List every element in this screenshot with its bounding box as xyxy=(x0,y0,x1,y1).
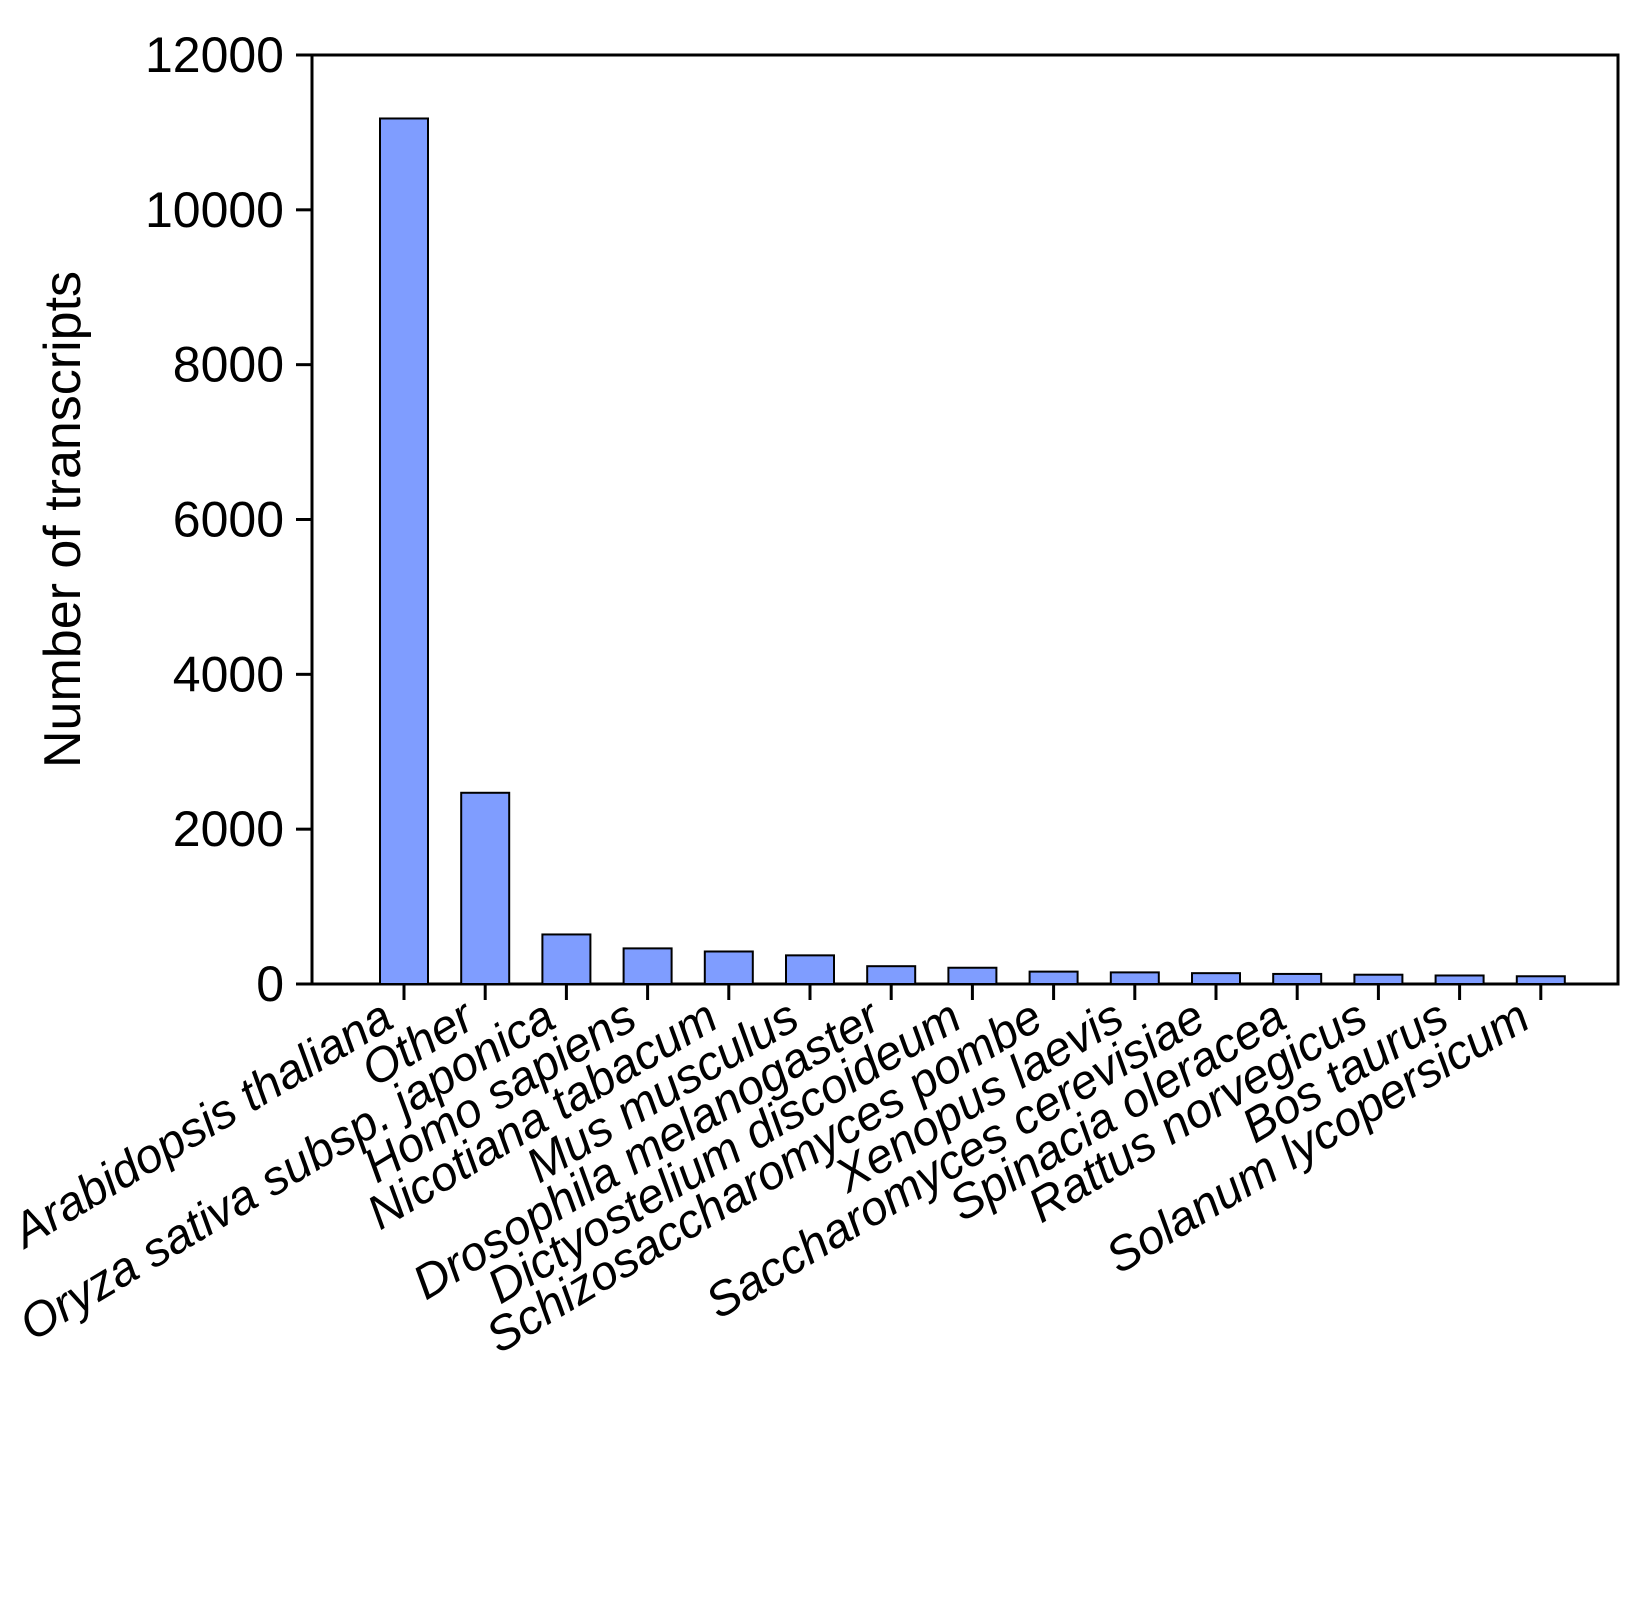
bar xyxy=(947,966,998,985)
y-tick-label: 8000 xyxy=(173,337,284,393)
y-tick-label: 12000 xyxy=(145,27,284,83)
bar xyxy=(622,947,673,985)
y-axis-label: Number of transcripts xyxy=(34,271,92,768)
bar xyxy=(785,954,835,986)
bar xyxy=(541,933,592,985)
bar xyxy=(1353,973,1404,986)
bar xyxy=(1515,975,1566,986)
bar xyxy=(1028,970,1079,986)
bar xyxy=(1434,974,1485,986)
y-tick-label: 6000 xyxy=(173,492,284,548)
bar xyxy=(1191,972,1241,986)
y-tick-label: 4000 xyxy=(173,646,284,702)
y-tick-label: 2000 xyxy=(173,801,284,857)
bar xyxy=(460,791,511,985)
bar xyxy=(703,950,754,985)
bar xyxy=(1109,971,1160,986)
y-tick-label: 0 xyxy=(256,956,284,1012)
bar xyxy=(866,965,917,985)
bar xyxy=(1272,972,1323,986)
y-tick-label: 10000 xyxy=(145,182,284,238)
y-axis: 0 2000 4000 6000 8000 10000 12000 xyxy=(145,27,312,1012)
bar xyxy=(379,117,429,985)
